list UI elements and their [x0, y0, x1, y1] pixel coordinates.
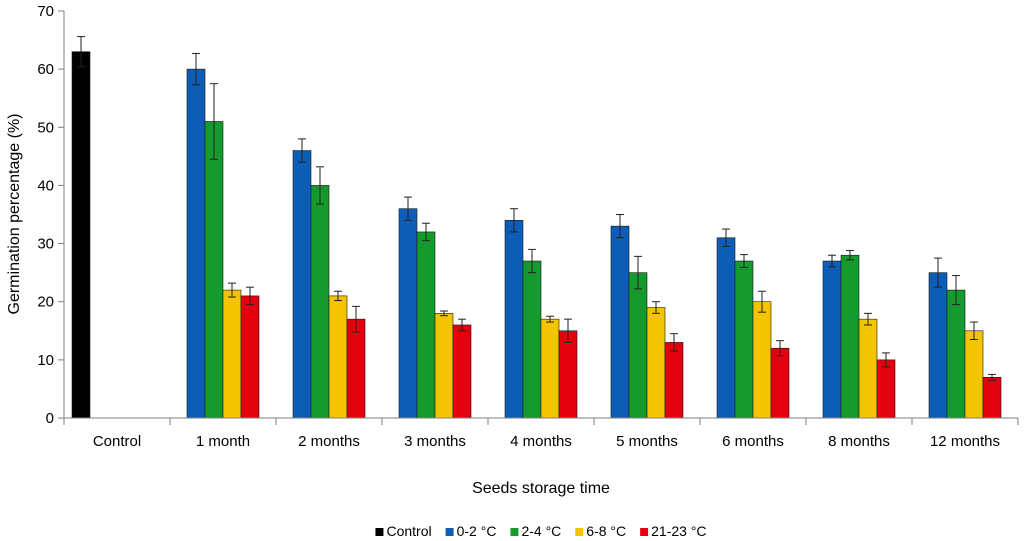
bar-0-2-c-12-months [928, 272, 948, 419]
bar-21-23-c-5-months [664, 342, 684, 419]
x-tick-label: 1 month [196, 433, 250, 450]
bar-21-23-c-1-month [240, 295, 260, 419]
legend-swatch [445, 528, 454, 536]
bar-0-2-c-5-months [610, 225, 630, 419]
legend: Control 0-2 °C 2-4 °C 6-8 °C 21-23 °C [375, 523, 707, 539]
y-axis-title: Germination percentage (%) [6, 114, 23, 315]
x-tick-label: 8 months [828, 433, 890, 450]
bar-6-8-c-1-month [222, 289, 242, 419]
y-tick-label: 10 [37, 352, 54, 369]
bar-2-4-c-12-months [946, 289, 966, 419]
y-tick-label: 0 [46, 410, 54, 427]
y-tick-label: 70 [37, 3, 54, 20]
bar-2-4-c-5-months [628, 272, 648, 419]
y-tick-label: 40 [37, 177, 54, 194]
legend-item: Control [375, 523, 432, 539]
bar-21-23-c-8-months [876, 359, 896, 419]
y-tick-label: 30 [37, 236, 54, 253]
bar-2-4-c-3-months [416, 231, 436, 419]
legend-item: 2-4 °C [510, 523, 561, 539]
legend-swatch [640, 528, 649, 536]
bar-0-2-c-3-months [398, 208, 418, 419]
bar-2-4-c-8-months [840, 254, 860, 419]
bar-21-23-c-3-months [452, 324, 472, 419]
y-tick-label: 20 [37, 294, 54, 311]
bar-21-23-c-6-months [770, 347, 790, 419]
bar-6-8-c-3-months [434, 313, 454, 419]
legend-swatch [510, 528, 519, 536]
legend-label: 6-8 °C [586, 523, 626, 539]
bar-control-control [71, 51, 91, 419]
bar-0-2-c-2-months [292, 150, 312, 419]
bar-6-8-c-4-months [540, 318, 560, 419]
x-tick-label: 3 months [404, 433, 466, 450]
bar-21-23-c-12-months [982, 376, 1002, 419]
bar-21-23-c-4-months [558, 330, 578, 419]
bar-2-4-c-1-month [204, 121, 224, 419]
legend-swatch [575, 528, 584, 536]
x-tick-label: 6 months [722, 433, 784, 450]
bar-0-2-c-6-months [716, 237, 736, 419]
bar-2-4-c-2-months [310, 185, 330, 419]
bar-6-8-c-8-months [858, 318, 878, 419]
legend-item: 21-23 °C [640, 523, 707, 539]
bar-2-4-c-4-months [522, 260, 542, 419]
bar-0-2-c-1-month [186, 68, 206, 419]
y-tick-label: 50 [37, 119, 54, 136]
x-tick-label: 4 months [510, 433, 572, 450]
plot-area: 0 10 20 30 40 50 60 70 Control 1 month 2 months 3 m… [37, 3, 1019, 450]
legend-label: Control [386, 523, 431, 539]
x-tick-label: 5 months [616, 433, 678, 450]
bar-2-4-c-6-months [734, 260, 754, 419]
x-tick-label: 2 months [298, 433, 360, 450]
bar-6-8-c-2-months [328, 295, 348, 419]
bar-6-8-c-5-months [646, 307, 666, 419]
x-tick-label: 12 months [930, 433, 1000, 450]
x-axis-title: Seeds storage time [472, 480, 610, 497]
legend-label: 2-4 °C [521, 523, 561, 539]
bar-21-23-c-2-months [346, 318, 366, 419]
bar-0-2-c-8-months [822, 260, 842, 419]
legend-item: 0-2 °C [445, 523, 497, 539]
bar-0-2-c-4-months [504, 220, 524, 419]
legend-item: 6-8 °C [575, 523, 626, 539]
legend-swatch [375, 528, 384, 536]
bar-6-8-c-6-months [752, 301, 772, 419]
x-tick-label: Control [93, 433, 141, 450]
legend-label: 0-2 °C [457, 523, 497, 539]
legend-label: 21-23 °C [651, 523, 706, 539]
bar-6-8-c-12-months [964, 330, 984, 419]
y-tick-label: 60 [37, 61, 54, 78]
